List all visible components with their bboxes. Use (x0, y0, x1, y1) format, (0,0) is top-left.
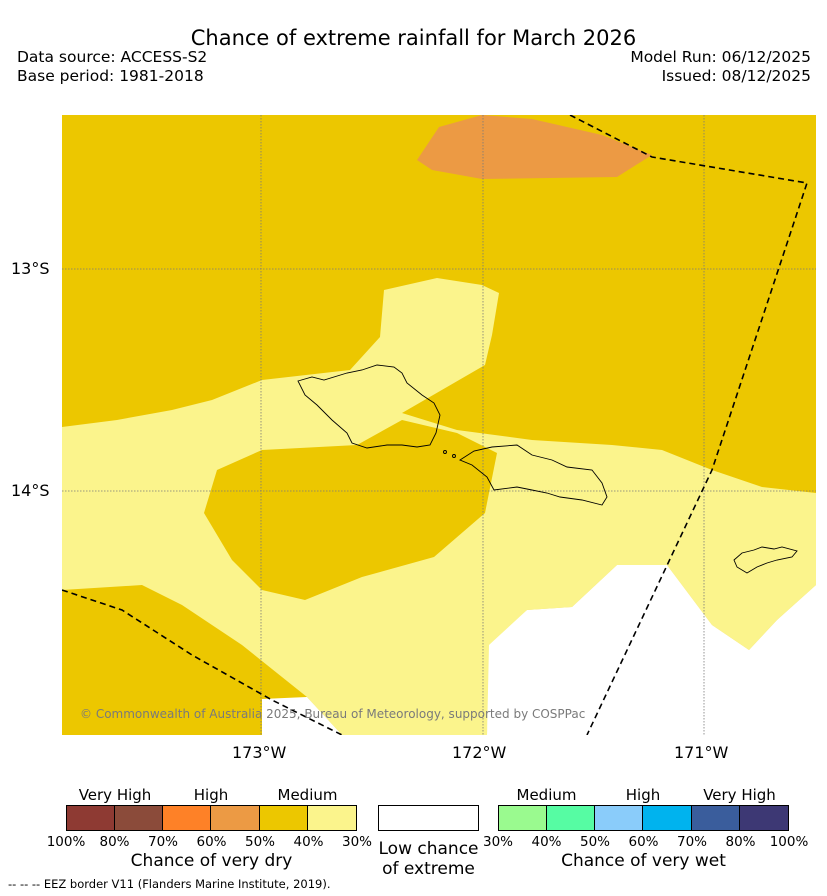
legend-wet-title: Chance of very wet (561, 851, 726, 871)
legend-wet-tick-label: 70% (676, 834, 707, 850)
lat-label-13s: 13°S (11, 259, 50, 278)
legend-wet-swatch-1 (547, 806, 596, 830)
lon-label-171w: 171°W (674, 743, 729, 762)
legend-dry-tick-label: 100% (46, 834, 86, 850)
legend-wet-high: High (625, 786, 661, 804)
meta-right: Model Run: 06/12/2025 Issued: 08/12/2025 (630, 48, 811, 86)
legend-dry-tick-label: 60% (196, 834, 227, 850)
region-no-signal (487, 565, 816, 735)
legend-wet-tick-label: 40% (531, 834, 562, 850)
legend-dry-medium: Medium (277, 786, 338, 804)
legend-dry-swatch-0 (67, 806, 116, 830)
islet (452, 454, 456, 458)
legend-dry-swatch-1 (115, 806, 164, 830)
eez-border (62, 115, 809, 735)
legend-low-chance-title: Low chance of extreme (378, 839, 479, 879)
island-savaii (297, 364, 441, 449)
legend-wet-very-high: Very High (703, 786, 776, 804)
legend-wet-tick-label: 100% (769, 834, 809, 850)
legend-wet-swatch-3 (643, 806, 692, 830)
legend-low-chance-swatch (378, 805, 479, 831)
legend-dry-tick-label: 40% (293, 834, 324, 850)
legend-dry-tick-label: 80% (99, 834, 130, 850)
meta-left: Data source: ACCESS-S2 Base period: 1981… (17, 48, 207, 86)
eez-border-note: -- -- -- EEZ border V11 (Flanders Marine… (8, 877, 331, 891)
island-outlines (297, 364, 798, 574)
legend-wet-swatch-2 (595, 806, 644, 830)
issued-date: Issued: 08/12/2025 (661, 67, 811, 85)
legend-dry-high: High (193, 786, 229, 804)
islet (443, 450, 447, 454)
lon-label-173w: 173°W (232, 743, 287, 762)
legend-wet-tick-label: 50% (579, 834, 610, 850)
copyright-notice: © Commonwealth of Australia 2025, Bureau… (80, 707, 586, 721)
legend-wet-colorbar (498, 805, 789, 831)
legend-dry-swatch-5 (307, 806, 356, 830)
data-source: Data source: ACCESS-S2 (17, 48, 208, 66)
legend-dry-tick-label: 30% (341, 834, 372, 850)
legend-wet-swatch-0 (499, 806, 548, 830)
legend-wet-swatch-4 (691, 806, 740, 830)
lon-label-172w: 172°W (452, 743, 507, 762)
legend-dry-swatch-4 (259, 806, 308, 830)
map-title: Chance of extreme rainfall for March 202… (190, 26, 637, 50)
legend-wet-tick-label: 80% (725, 834, 756, 850)
legend-wet-tick-label: 30% (482, 834, 513, 850)
island-tutuila (733, 546, 798, 574)
region-medium-dry-patch (204, 420, 497, 600)
legend-dry-colorbar (66, 805, 357, 831)
legend-dry-title: Chance of very dry (130, 851, 293, 871)
legend-wet-tick-label: 60% (628, 834, 659, 850)
legend-dry-swatch-3 (211, 806, 260, 830)
rainfall-map (62, 115, 816, 735)
island-upolu (459, 444, 608, 506)
graticule (62, 115, 816, 735)
lat-label-14s: 14°S (11, 481, 50, 500)
legend-dry-swatch-2 (163, 806, 212, 830)
legend-dry-tick-label: 50% (244, 834, 275, 850)
legend-dry-tick-label: 70% (147, 834, 178, 850)
legend-dry-very-high: Very High (78, 786, 152, 804)
legend-wet-swatch-5 (739, 806, 788, 830)
model-run: Model Run: 06/12/2025 (630, 48, 811, 66)
region-high-dry (417, 115, 652, 179)
base-period: Base period: 1981-2018 (17, 67, 204, 85)
legend-wet-medium: Medium (516, 786, 577, 804)
